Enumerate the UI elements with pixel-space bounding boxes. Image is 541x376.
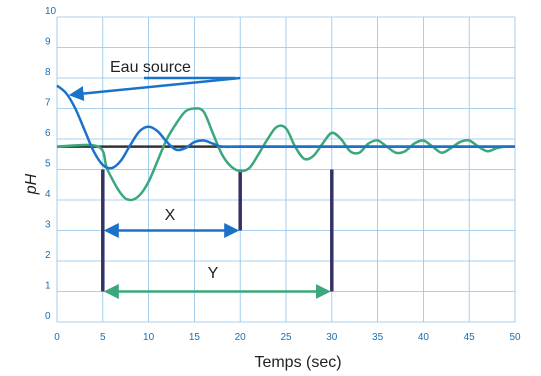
y-tick-label: 2 (45, 250, 51, 261)
x-span-label: X (165, 207, 176, 224)
y-tick-label: 0 (45, 311, 51, 322)
y-tick-label: 9 (45, 37, 51, 48)
x-tick-label: 15 (189, 332, 201, 343)
y-tick-label: 8 (45, 67, 51, 78)
x-tick-label: 10 (143, 332, 155, 343)
series-line-1 (56, 107, 516, 202)
y-span-label: Y (208, 265, 219, 282)
series-lines (56, 84, 516, 202)
x-tick-label: 5 (100, 332, 106, 343)
y-tick-label: 3 (45, 220, 51, 231)
source-label: Eau source (110, 59, 191, 76)
y-tick-label: 4 (45, 189, 51, 200)
annotations (68, 76, 331, 299)
x-tick-label: 45 (464, 332, 476, 343)
y-tick-label: 10 (45, 6, 57, 17)
source-arrow (68, 76, 241, 102)
y-tick-label: 6 (45, 128, 51, 139)
series-line-0 (56, 84, 515, 170)
y-tick-label: 7 (45, 98, 51, 109)
x-tick-label: 25 (280, 332, 292, 343)
y-axis-title: pH (23, 173, 40, 195)
x-tick-label: 40 (418, 332, 430, 343)
x-tick-label: 0 (54, 332, 60, 343)
x-tick-label: 50 (509, 332, 521, 343)
time-markers (101, 169, 334, 292)
x-tick-label: 30 (326, 332, 338, 343)
y-tick-label: 5 (45, 159, 51, 170)
x-axis-title: Temps (sec) (254, 354, 341, 371)
y-tick-label: 1 (45, 281, 51, 292)
x-tick-label: 20 (235, 332, 247, 343)
x-tick-label: 35 (372, 332, 384, 343)
